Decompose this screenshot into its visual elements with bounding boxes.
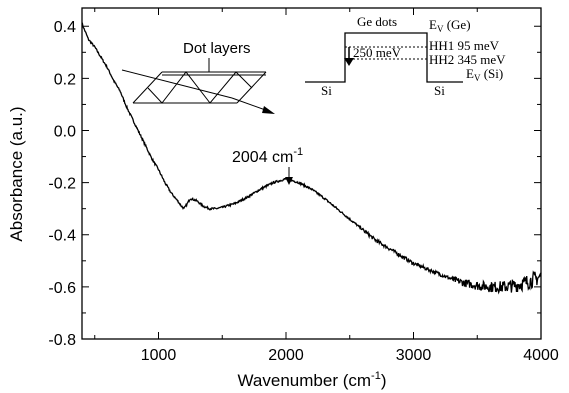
y-tick-label: -0.8: [48, 332, 76, 349]
ev-ge-label: EV (Ge): [429, 17, 471, 34]
x-axis-label: Wavenumber (cm-1): [238, 370, 387, 390]
band-diagram-inset: 250 meV Ge dots EV (Ge) HH1 95 meV HH2 3…: [305, 14, 506, 98]
peak-arrow-head: [285, 177, 293, 185]
transition-arrow-head: [344, 58, 354, 66]
y-tick-label: 0.4: [54, 19, 76, 36]
peak-annotation: 2004 cm-1: [232, 146, 303, 185]
y-tick-label: 0.0: [54, 123, 76, 140]
dot-layers-label: Dot layers: [183, 40, 251, 57]
y-tick-label: 0.2: [54, 71, 76, 88]
y-axis-ticks: 0.4 0.2 0.0 -0.2 -0.4 -0.6 -0.8: [48, 19, 541, 349]
si-left-label: Si: [321, 83, 332, 98]
transition-energy-label: 250 meV: [353, 45, 402, 60]
valence-band-edge: [305, 32, 463, 83]
y-axis-label: Absorbance (a.u.): [7, 106, 26, 241]
plot-frame: [81, 7, 542, 340]
x-tick-label: 1000: [141, 347, 177, 364]
y-tick-label: -0.6: [48, 280, 76, 297]
x-axis-ticks: 1000 2000 3000 4000: [94, 8, 559, 364]
x-tick-label: 3000: [396, 347, 432, 364]
layer-left-edge: [132, 71, 163, 104]
ge-dots-label: Ge dots: [357, 14, 397, 29]
x-tick-label: 4000: [523, 347, 559, 364]
light-beam-in: [121, 69, 233, 99]
peak-label: 2004 cm-1: [232, 146, 303, 166]
light-beam-arrow-head: [262, 106, 275, 114]
y-tick-label: -0.4: [48, 228, 76, 245]
hh2-label: HH2 345 meV: [429, 52, 506, 67]
y-tick-label: -0.2: [48, 176, 76, 193]
x-tick-label: 2000: [268, 347, 304, 364]
ev-si-label: EV (Si): [466, 66, 503, 83]
si-right-label: Si: [434, 83, 445, 98]
dot-layers-inset: Dot layers: [121, 40, 275, 114]
layer-zigzag: [147, 71, 253, 104]
hh1-label: HH1 95 meV: [429, 38, 500, 53]
absorbance-series-line: [81, 22, 542, 295]
